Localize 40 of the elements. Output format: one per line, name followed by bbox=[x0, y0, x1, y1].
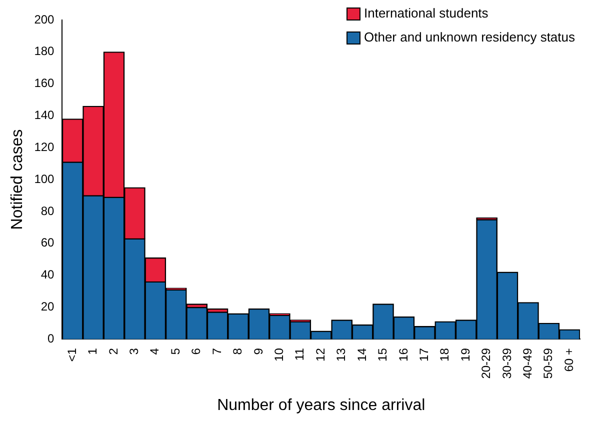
x-tick-label: 8 bbox=[230, 348, 245, 355]
y-tick-label: 60 bbox=[40, 236, 55, 250]
x-tick-label: 14 bbox=[354, 348, 369, 362]
x-axis-title: Number of years since arrival bbox=[217, 396, 426, 414]
y-tick-label: 200 bbox=[34, 12, 55, 26]
legend-label: International students bbox=[364, 6, 489, 21]
x-tick-label: 5 bbox=[168, 348, 182, 355]
x-tick-label: 4 bbox=[148, 348, 162, 355]
y-tick-label: 120 bbox=[34, 140, 55, 154]
x-tick-label: 12 bbox=[313, 348, 328, 362]
x-tick-label: 3 bbox=[127, 348, 142, 355]
x-tick-label: 2 bbox=[106, 348, 120, 355]
x-tick-label: 6 bbox=[189, 348, 204, 355]
x-tick-label: 40-49 bbox=[520, 348, 535, 379]
x-tick-label: 17 bbox=[416, 348, 431, 362]
y-tick-label: 40 bbox=[40, 268, 55, 282]
x-tick-label: 16 bbox=[396, 348, 410, 362]
x-tick-label: 30-39 bbox=[500, 348, 514, 379]
x-tick-label: 60 + bbox=[562, 348, 576, 372]
x-tick-label: 11 bbox=[292, 348, 307, 361]
y-tick-label: 160 bbox=[34, 76, 55, 90]
y-tick-label: 140 bbox=[34, 108, 55, 122]
x-tick-label: 9 bbox=[251, 348, 266, 355]
x-tick-label: 13 bbox=[334, 348, 348, 362]
y-tick-label: 80 bbox=[40, 204, 55, 218]
x-tick-label: 10 bbox=[272, 348, 286, 362]
x-tick-label: 50-59 bbox=[541, 348, 556, 379]
y-axis-title: Notified cases bbox=[9, 129, 26, 230]
y-tick-label: 180 bbox=[34, 44, 55, 58]
x-tick-label: 1 bbox=[86, 348, 100, 355]
x-tick-label: <1 bbox=[64, 348, 79, 362]
x-tick-label: 20-29 bbox=[479, 348, 494, 379]
y-tick-label: 0 bbox=[48, 331, 55, 346]
y-tick-label: 100 bbox=[34, 172, 55, 186]
x-tick-label: 18 bbox=[438, 348, 452, 362]
y-tick-label: 20 bbox=[40, 300, 55, 314]
x-tick-label: 19 bbox=[458, 348, 472, 362]
x-tick-label: 7 bbox=[210, 348, 224, 355]
legend-label: Other and unknown residency status bbox=[364, 30, 576, 45]
x-tick-label: 15 bbox=[376, 348, 390, 362]
